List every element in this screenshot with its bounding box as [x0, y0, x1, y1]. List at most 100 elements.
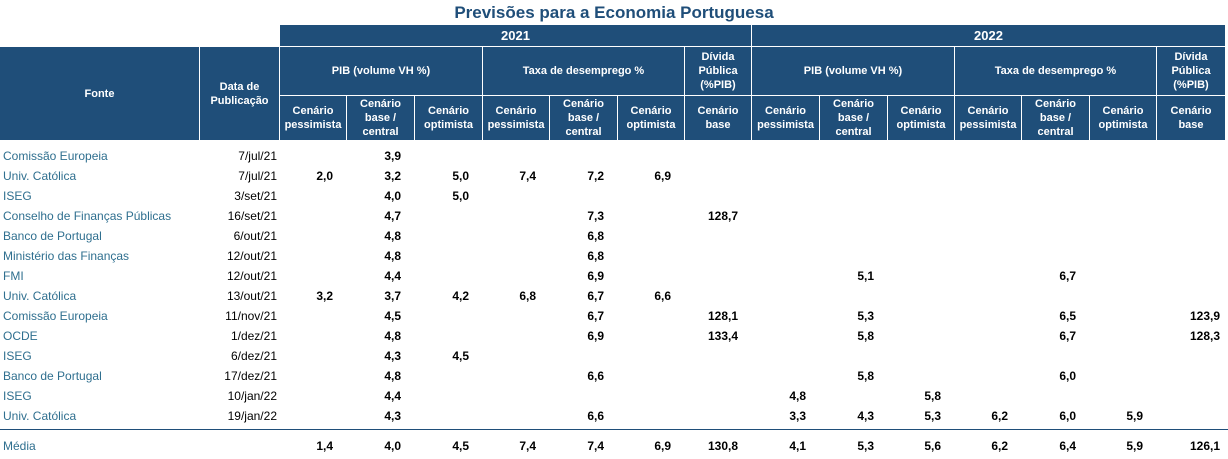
row-value [888, 226, 955, 246]
row-value: 4,7 [384, 209, 401, 223]
row-value: 5,0 [452, 169, 469, 183]
row-value [618, 246, 685, 266]
row-value [752, 326, 820, 346]
row-value [618, 226, 685, 246]
row-value [685, 246, 752, 266]
row-value: 4,4 [384, 389, 401, 403]
row-value: 6,6 [587, 409, 604, 423]
header-pessimista: Cenário pessimista [280, 96, 347, 141]
row-value [752, 226, 820, 246]
row-value [955, 166, 1022, 186]
row-value [415, 406, 483, 426]
row-value [888, 146, 955, 166]
media-value: 5,6 [924, 439, 941, 453]
row-value: 128,1 [707, 309, 738, 323]
row-value [1022, 386, 1090, 406]
row-data-publicacao: 12/out/21 [226, 269, 277, 283]
row-value [483, 366, 550, 386]
row-value [1090, 366, 1157, 386]
media-value: 6,9 [654, 439, 671, 453]
row-value [1157, 406, 1226, 426]
row-value: 5,8 [857, 329, 874, 343]
row-value [955, 246, 1022, 266]
row-value [415, 386, 483, 406]
row-value [415, 326, 483, 346]
table-row: ISEG 6/dez/21 4,3 4,5 [0, 346, 1228, 366]
row-data-publicacao: 6/dez/21 [230, 349, 277, 363]
row-value: 7,4 [519, 169, 536, 183]
row-data-publicacao: 13/out/21 [226, 289, 277, 303]
row-value [820, 226, 888, 246]
row-value: 133,4 [707, 329, 738, 343]
row-value: 4,8 [384, 249, 401, 263]
header-desemprego-2022: Taxa de desemprego % [955, 47, 1157, 96]
row-value [1022, 206, 1090, 226]
row-value: 4,4 [384, 269, 401, 283]
header-year-2022: 2022 [752, 25, 1226, 47]
row-value [415, 206, 483, 226]
row-value [1157, 206, 1226, 226]
row-value [483, 186, 550, 206]
row-value: 4,5 [384, 309, 401, 323]
row-fonte: ISEG [3, 189, 32, 203]
row-value: 3,9 [384, 149, 401, 163]
row-value [1022, 246, 1090, 266]
row-value [752, 286, 820, 306]
row-value [1157, 166, 1226, 186]
row-fonte: Comissão Europeia [3, 309, 108, 323]
row-value [483, 266, 550, 286]
row-value [1157, 246, 1226, 266]
row-value [550, 146, 618, 166]
row-value: 6,7 [1059, 329, 1076, 343]
row-value [483, 326, 550, 346]
row-value [1022, 226, 1090, 246]
media-row: Média 1,4 4,0 4,5 7,4 7,4 6,9 130,8 4,1 5,3 5,6 6,… [0, 436, 1228, 456]
row-value [955, 266, 1022, 286]
row-value: 4,8 [384, 329, 401, 343]
row-value [483, 346, 550, 366]
row-value [483, 406, 550, 426]
row-value: 4,5 [452, 349, 469, 363]
row-value: 6,8 [587, 249, 604, 263]
row-value [752, 306, 820, 326]
row-value: 123,9 [1189, 309, 1220, 323]
row-value [820, 246, 888, 266]
row-value: 5,0 [452, 189, 469, 203]
row-value [820, 206, 888, 226]
row-value [415, 226, 483, 246]
row-fonte: Banco de Portugal [3, 229, 102, 243]
table-row: OCDE 1/dez/21 4,8 6,9 133,4 5,8 6,7 128,3 [0, 326, 1228, 346]
row-value [955, 366, 1022, 386]
row-value [820, 386, 888, 406]
row-fonte: Univ. Católica [3, 289, 77, 303]
row-value [752, 246, 820, 266]
row-value [685, 286, 752, 306]
row-value [1022, 286, 1090, 306]
media-value: 5,9 [1126, 439, 1143, 453]
header-data-publicacao: Data de Publicação [200, 47, 280, 141]
row-data-publicacao: 10/jan/22 [227, 389, 277, 403]
header-fonte: Fonte [0, 47, 200, 141]
row-value [1090, 266, 1157, 286]
header-base: Cenário base [685, 96, 752, 141]
row-value [1090, 146, 1157, 166]
row-value [752, 146, 820, 166]
row-value: 3,2 [384, 169, 401, 183]
row-value: 5,8 [924, 389, 941, 403]
row-value [1022, 346, 1090, 366]
row-value [752, 346, 820, 366]
row-value [1090, 186, 1157, 206]
row-value [618, 326, 685, 346]
row-value [1090, 206, 1157, 226]
row-value [888, 246, 955, 266]
row-value [1022, 146, 1090, 166]
row-value [955, 286, 1022, 306]
row-value [1157, 386, 1226, 406]
header-pib-2021: PIB (volume VH %) [280, 47, 483, 96]
row-fonte: Conselho de Finanças Públicas [3, 209, 172, 223]
row-value: 6,5 [1059, 309, 1076, 323]
row-value [618, 366, 685, 386]
row-value: 6,0 [1059, 409, 1076, 423]
row-value [415, 366, 483, 386]
row-value [415, 146, 483, 166]
